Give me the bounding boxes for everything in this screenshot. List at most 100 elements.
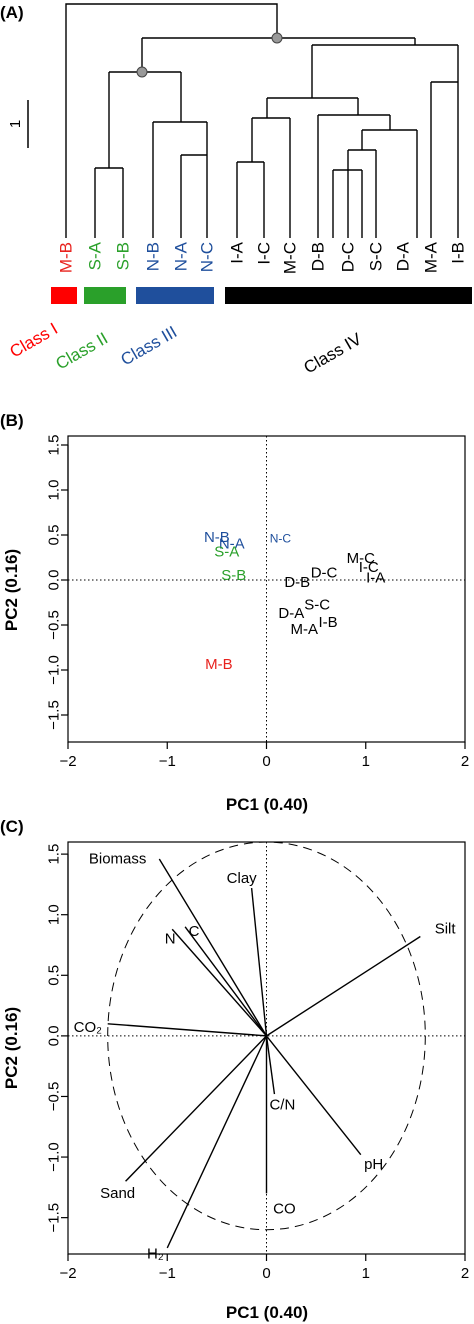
vector-line xyxy=(266,935,421,1037)
x-tick-label: −1 xyxy=(159,1265,176,1282)
vector-line xyxy=(250,887,268,1036)
point-label: N-C xyxy=(270,532,292,546)
leaf-labels: M-B S-A S-B N-B N-A N-C I-A I-C M-C D-B D-C S-C D-A M… xyxy=(57,241,468,274)
y-tick-label: −0.5 xyxy=(46,610,63,640)
axes-b: −1.5 −1.0 −0.5 0.0 0.5 1.0 1.5 −2 −1 0 1 2 xyxy=(46,435,470,770)
class-bar xyxy=(51,287,77,304)
vector-label: N xyxy=(165,930,176,947)
x-tick-label: −2 xyxy=(59,1265,76,1282)
point-label: S-B xyxy=(221,567,246,584)
y-tick-label: 1.0 xyxy=(46,904,63,925)
class-label: Class I xyxy=(7,319,62,361)
vector-line xyxy=(125,1035,268,1182)
vector-label: C xyxy=(189,923,200,940)
node-marker xyxy=(271,32,283,44)
x-tick-label: 1 xyxy=(362,1265,370,1282)
leaf-label: D-A xyxy=(394,241,413,271)
leaf-label: I-A xyxy=(228,241,247,263)
vector-label: H₂ xyxy=(147,1246,164,1263)
leaf-label: S-C xyxy=(367,242,386,271)
y-tick-label: −1.0 xyxy=(46,1142,63,1172)
x-tick-label: 2 xyxy=(461,753,469,770)
dendro-blue xyxy=(152,121,208,238)
point-label: S-A xyxy=(214,544,239,561)
y-tick-label: 0.0 xyxy=(46,1025,63,1046)
point-label: I-C xyxy=(359,559,379,576)
dendro-d4 xyxy=(332,169,363,238)
x-axis-label-c: PC1 (0.40) xyxy=(226,1303,308,1322)
leaf-label: N-A xyxy=(172,241,191,271)
correlation-circle xyxy=(107,841,426,1231)
vector-line xyxy=(184,926,268,1037)
dendro-green-blue xyxy=(108,71,182,168)
class-bar xyxy=(84,287,126,304)
vector-line xyxy=(171,928,268,1037)
dendro-ia-ic xyxy=(236,161,265,238)
dendro-green xyxy=(94,167,124,238)
y-tick-label: −1.5 xyxy=(46,700,63,730)
axes-c: −1.5 −1.0 −0.5 0.0 0.5 1.0 1.5 −2 −1 0 1 2 xyxy=(46,841,469,1282)
panel-a: (A) 1 M-B S-A S-B N-B N-A N-C I-A I-C M-C D-B D-C S… xyxy=(0,3,472,377)
point-label: M-C xyxy=(347,550,375,567)
x-axis-label-b: PC1 (0.40) xyxy=(226,795,308,814)
x-tick-label: −2 xyxy=(59,753,76,770)
point-label: I-A xyxy=(366,570,385,587)
dendro-mib xyxy=(430,81,459,238)
leaf-label: M-B xyxy=(57,242,76,273)
vector-line xyxy=(158,858,268,1037)
vector-label: CO₂ xyxy=(74,1019,103,1036)
vector-label: pH xyxy=(364,1156,383,1173)
point-label: D-C xyxy=(311,564,338,581)
vector-label: Clay xyxy=(227,870,258,887)
x-tick-label: −1 xyxy=(159,753,176,770)
class-bar xyxy=(136,287,214,304)
point-label: N-A xyxy=(219,536,245,553)
dendro-c4a xyxy=(266,97,359,118)
leaf-label: S-A xyxy=(86,241,105,270)
vector-line xyxy=(107,1023,267,1037)
leaf-label: M-C xyxy=(281,242,300,274)
dendro-root xyxy=(65,3,278,238)
vector-label: C/N xyxy=(269,1096,295,1113)
point-label: M-B xyxy=(205,656,233,673)
leaf-label: S-B xyxy=(114,242,133,270)
point-label: N-B xyxy=(204,529,230,546)
dendro-blue-sub xyxy=(180,154,208,238)
leaf-label: M-A xyxy=(422,241,441,273)
panel-b: (B) −1.5−1.0−0.50.00.51.01.5−2 −1 0 1 2 N-BN… xyxy=(0,411,469,814)
node-marker xyxy=(136,66,148,78)
x-tick-label: 1 xyxy=(362,753,370,770)
class-label: Class III xyxy=(118,322,181,369)
vector-label: Biomass xyxy=(89,850,147,867)
y-tick-label: −1.0 xyxy=(46,655,63,685)
dendro-d2 xyxy=(361,129,418,238)
vector-line xyxy=(265,1035,362,1156)
y-tick-label: −0.5 xyxy=(46,1082,63,1112)
y-axis-label-b: PC2 (0.16) xyxy=(2,549,21,631)
leaf-label: I-B xyxy=(449,242,468,264)
class-label: Class IV xyxy=(301,329,366,377)
point-label: I-B xyxy=(318,614,337,631)
vector-label: Sand xyxy=(100,1185,135,1202)
y-tick-label: 1.0 xyxy=(46,480,63,501)
panel-c-label: (C) xyxy=(0,817,24,836)
dendro-ia-ic-mc xyxy=(251,117,291,238)
leaf-label: D-C xyxy=(339,242,358,272)
point-label: S-C xyxy=(304,597,330,614)
scale-bar-label: 1 xyxy=(7,120,24,128)
y-tick-label: 0.5 xyxy=(46,965,63,986)
dendro-class4 xyxy=(311,44,459,98)
dendro-d xyxy=(317,114,391,238)
vector-label: CO xyxy=(273,1201,296,1218)
point-label: D-A xyxy=(278,605,304,622)
y-tick-label: 1.5 xyxy=(46,435,63,456)
leaf-label: N-C xyxy=(198,242,217,272)
y-axis-label-c: PC2 (0.16) xyxy=(2,1007,21,1089)
panel-c: (C) −1.5 −1.0 −0.5 0.0 0.5 1.0 1.5 −2 −1 0 1 2 Biom… xyxy=(0,817,469,1322)
x-tick-label: 0 xyxy=(262,753,270,770)
y-tick-label: 0.5 xyxy=(46,525,63,546)
vector-line xyxy=(166,1035,268,1249)
class-bar xyxy=(225,287,472,304)
